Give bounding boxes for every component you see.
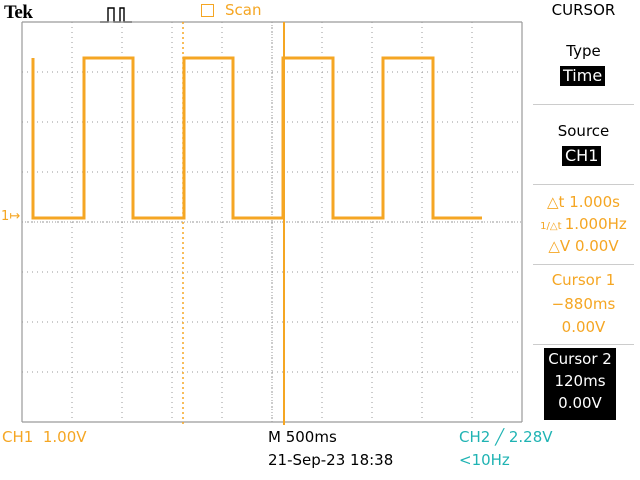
delta-icon: △t	[547, 193, 570, 211]
delta-icon: △V	[548, 237, 575, 255]
type-value[interactable]: Time	[560, 66, 606, 86]
source-value[interactable]: CH1	[562, 146, 602, 166]
trigger-frequency: <10Hz	[459, 451, 510, 469]
cursor-menu: CURSOR Type Time Source CH1 △t 1.000s 1/…	[527, 0, 640, 480]
trigger-readout: CH2 ╱ 2.28V	[459, 428, 553, 446]
menu-divider	[533, 344, 634, 345]
delta-t-readout: △t 1.000s	[547, 193, 620, 211]
menu-divider	[533, 264, 634, 265]
inverse-delta-icon: 1/△t	[540, 221, 565, 232]
timebase-readout: M 500ms	[268, 428, 337, 446]
type-label[interactable]: Type	[566, 42, 601, 60]
source-label[interactable]: Source	[557, 122, 610, 140]
ch1-waveform	[31, 56, 482, 220]
graticule	[21, 21, 523, 423]
cursor-1-voltage: 0.00V	[561, 318, 606, 336]
ch1-ground-marker: 1↦	[1, 209, 21, 224]
cursor-2-time: 120ms	[554, 372, 606, 390]
acquisition-mode-label: Scan	[225, 1, 262, 19]
menu-divider	[533, 184, 634, 185]
date-time: 21-Sep-23 18:38	[268, 451, 394, 469]
cursor-1-label[interactable]: Cursor 1	[551, 271, 616, 289]
trigger-edge-icon	[100, 7, 132, 23]
menu-title: CURSOR	[551, 1, 616, 19]
ch1-scale: CH1 1.00V	[2, 428, 87, 446]
brand-logo: Tek	[4, 2, 33, 23]
cursor-2-panel[interactable]: Cursor 2 120ms 0.00V	[544, 348, 616, 420]
acquisition-status-indicator	[201, 4, 214, 17]
cursor-1-time: −880ms	[551, 295, 616, 313]
cursor-2-label: Cursor 2	[548, 350, 612, 368]
menu-divider	[533, 104, 634, 105]
cursor-2-voltage: 0.00V	[558, 394, 602, 412]
delta-v-readout: △V 0.00V	[548, 237, 619, 255]
inverse-delta-t-readout: 1/△t 1.000Hz	[540, 215, 627, 233]
